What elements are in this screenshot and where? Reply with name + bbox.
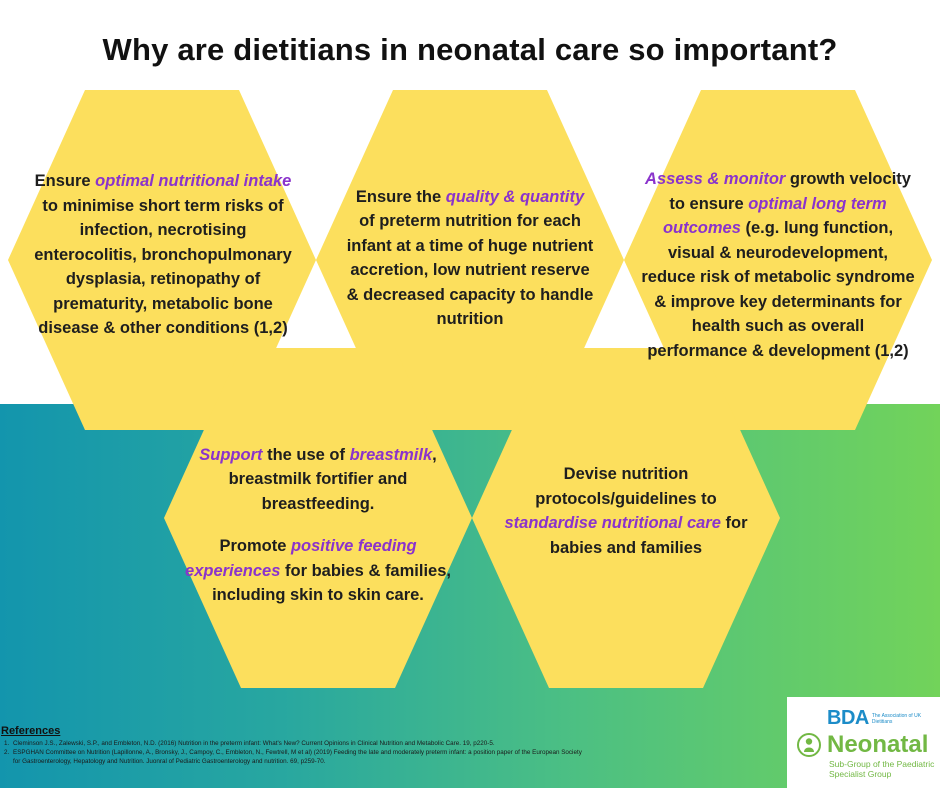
baby-icon [797, 733, 821, 757]
body-text: to minimise short term risks of infectio… [34, 196, 292, 338]
body-text: of preterm nutrition for each infant at … [346, 212, 594, 328]
hexagon-paragraph: Assess & monitor growth velocity to ensu… [640, 167, 916, 363]
body-text: for babies and families [549, 514, 748, 557]
bda-tagline: The Association of UK Dietitians [871, 712, 922, 725]
bda-wordmark: BDA [827, 707, 869, 729]
body-text: growth velocity to ensure [669, 170, 911, 213]
highlighted-text: optimal long term outcomes [662, 194, 887, 238]
highlighted-text: optimal nutritional intake [95, 172, 292, 191]
body-text: , breastmilk fortifier and breastfeeding… [228, 445, 437, 513]
hexagon-paragraph: Ensure the quality & quantity of preterm… [346, 185, 594, 332]
page-title: Why are dietitians in neonatal care so i… [102, 32, 838, 67]
neonatal-wordmark: Neonatal [827, 731, 929, 758]
references-list: 1. Cleminson J.S., Zalewski, S.P., and Em… [0, 739, 790, 766]
highlighted-text: Support [199, 445, 263, 464]
hexagon-text: Assess & monitor growth velocity to ensu… [640, 140, 916, 390]
gradient-background [0, 404, 940, 788]
hexagon-paragraph: Support the use of breastmilk, breastmil… [180, 443, 456, 517]
highlighted-text: positive feeding experiences [185, 537, 417, 580]
highlighted-text: standardise nutritional care [504, 514, 721, 532]
body-text: (e.g. lung function, visual & neurodevel… [641, 219, 915, 360]
neonatal-subtitle: Sub-Group of the Paediatric Specialist G… [829, 759, 935, 779]
body-text: Ensure the [355, 187, 446, 206]
references-heading: References [1, 725, 61, 737]
references-section: References 1. Cleminson J.S., Zalewski, S… [0, 725, 790, 766]
body-text: the use of [262, 445, 350, 464]
reference-item: 1. Cleminson J.S., Zalewski, S.P., and Em… [4, 740, 495, 747]
body-text: Promote [219, 537, 291, 555]
hexagon-text: Devise nutrition protocols/guidelines to… [490, 456, 762, 566]
hexagon-paragraph: Promote positive feeding experiences for… [180, 534, 456, 608]
highlighted-text: breastmilk [349, 445, 433, 464]
hexagon-text: Ensure optimal nutritional intake to min… [30, 150, 296, 360]
logo-box: BDA The Association of UK Dietitians Neo… [787, 697, 940, 788]
body-text: for babies & families, including skin to… [212, 561, 451, 605]
hexagon-text: Support the use of breastmilk, breastmil… [180, 420, 456, 630]
highlighted-text: quality & quantity [445, 187, 585, 206]
highlighted-text: Assess & monitor [645, 170, 786, 188]
body-text: Ensure [34, 172, 96, 191]
reference-item: 2. ESPGHAN Committee on Nutrition (Lapill… [4, 749, 582, 756]
body-text: Devise nutrition protocols/guidelines to [535, 465, 717, 508]
neonatal-logo: Neonatal [797, 731, 928, 759]
reference-item: for Gastroenterology, Hepatology and Nut… [13, 758, 326, 765]
hexagon-paragraph: Devise nutrition protocols/guidelines to… [490, 462, 762, 560]
hexagon-paragraph: Ensure optimal nutritional intake to min… [30, 169, 296, 341]
bda-logo: BDA The Association of UK Dietitians [827, 707, 924, 730]
hexagon-text: Ensure the quality & quantity of preterm… [346, 160, 594, 356]
